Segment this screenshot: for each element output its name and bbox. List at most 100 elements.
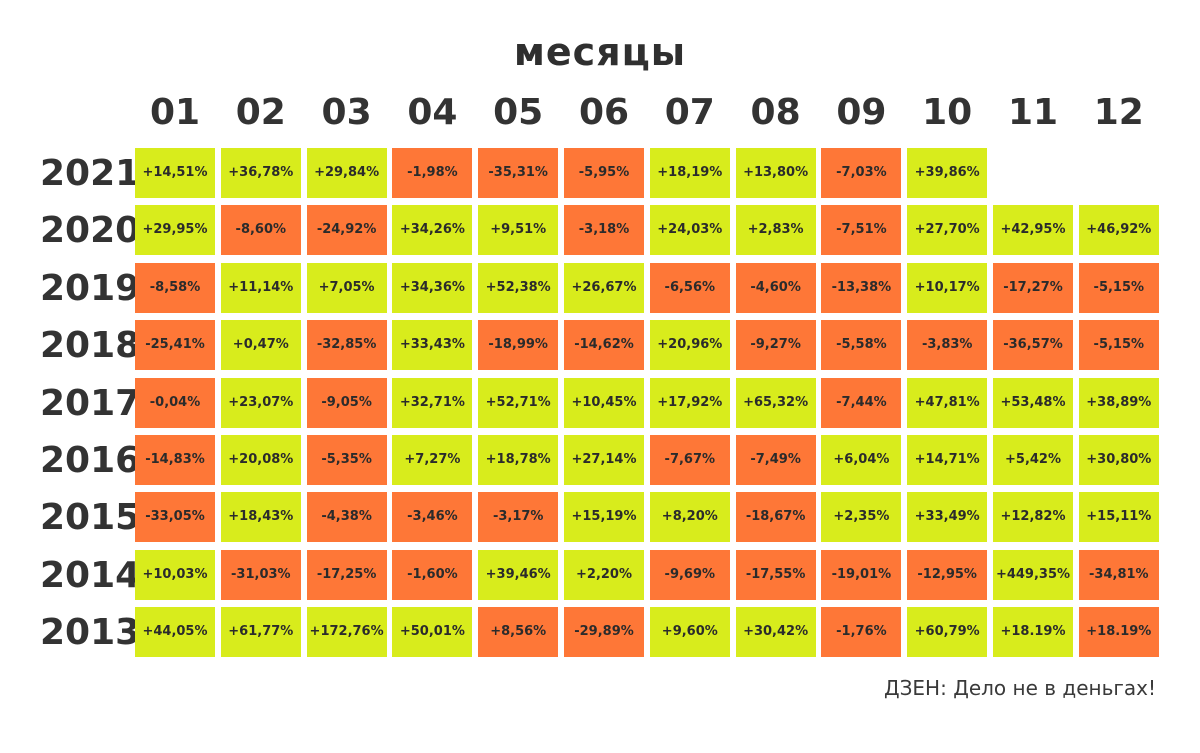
row-label-2016: 2016 [40,440,141,481]
cell-2020-02: -8,60% [220,205,301,256]
cell-2018-10: -3,83% [907,320,988,371]
cell-2015-11: +12,82% [993,492,1073,543]
cell-2015-04: -3,46% [392,492,473,543]
cell-2018-03: -32,85% [306,320,387,371]
cell-2019-02: +11,14% [220,262,301,313]
cell-2015-09: +2,35% [821,492,902,543]
cell-2018-11: -36,57% [993,320,1073,371]
cell-2017-09: -7,44% [821,377,902,428]
cell-2014-12: -34,81% [1078,549,1159,600]
cell-2021-01: +14,51% [135,148,215,198]
row-label-2013: 2013 [40,612,141,654]
cell-2019-08: -4,60% [735,262,816,313]
cell-2018-04: +33,43% [392,320,473,371]
cell-2013-12: +18.19% [1078,607,1159,658]
cell-2019-09: -13,38% [821,262,902,313]
cell-2021-03: +29,84% [306,148,387,198]
cell-2020-11: +42,95% [993,205,1073,256]
cell-2017-02: +23,07% [220,377,301,428]
cell-2013-07: +9,60% [649,607,730,658]
cell-2017-05: +52,71% [478,377,559,428]
column-label-04: 04 [407,92,458,133]
row-label-2014: 2014 [40,554,141,596]
cell-2020-12: +46,92% [1078,205,1159,256]
cell-2021-04: -1,98% [392,148,473,198]
cell-2016-10: +14,71% [907,435,988,485]
cell-2018-12: -5,15% [1078,320,1159,371]
cell-2018-08: -9,27% [735,320,816,371]
cell-2017-04: +32,71% [392,377,473,428]
cell-2013-09: -1,76% [821,607,902,658]
cell-2018-05: -18,99% [478,320,559,371]
cell-2021-07: +18,19% [649,148,730,198]
cell-2017-08: +65,32% [735,377,816,428]
cell-2014-07: -9,69% [649,549,730,600]
cell-2020-06: -3,18% [564,205,644,256]
cell-2020-04: +34,26% [392,205,473,256]
cell-2020-08: +2,83% [735,205,816,256]
column-label-06: 06 [578,92,630,133]
cell-2015-03: -4,38% [306,492,387,543]
cell-2020-09: -7,51% [821,205,902,256]
cell-2016-07: -7,67% [649,435,730,485]
cell-2019-07: -6,56% [649,262,730,313]
cell-2014-09: -19,01% [821,549,902,600]
cell-2021-06: -5,95% [564,148,644,198]
cell-2013-01: +44,05% [135,607,215,658]
cell-2019-03: +7,05% [306,262,387,313]
cell-2013-04: +50,01% [392,607,473,658]
cell-2014-01: +10,03% [135,549,215,600]
row-label-2018: 2018 [40,325,141,367]
cell-2013-06: -29,89% [564,607,644,658]
cell-2021-02: +36,78% [220,148,301,198]
cell-2017-06: +10,45% [564,377,644,428]
cell-2014-05: +39,46% [478,549,559,600]
column-label-11: 11 [1007,92,1059,133]
cell-2018-06: -14,62% [564,320,644,371]
cell-2014-04: -1,60% [392,549,473,600]
cell-2019-10: +10,17% [907,262,988,313]
cell-2013-10: +60,79% [907,607,988,658]
cell-2018-02: +0,47% [220,320,301,371]
cell-2018-07: +20,96% [649,320,730,371]
cell-2016-06: +27,14% [564,435,644,485]
cell-2015-02: +18,43% [220,492,301,543]
cell-2013-05: +8,56% [478,607,559,658]
cell-2020-05: +9,51% [478,205,559,256]
cell-2020-07: +24,03% [649,205,730,256]
cell-2014-06: +2,20% [564,549,644,600]
row-label-2019: 2019 [40,267,141,309]
cell-2019-06: +26,67% [564,262,644,313]
column-label-09: 09 [836,92,887,133]
cell-2013-03: +172,76% [306,607,387,658]
cell-2016-09: +6,04% [821,435,902,485]
cell-2016-05: +18,78% [478,435,559,485]
cell-2018-09: -5,58% [821,320,902,371]
cell-2014-08: -17,55% [735,549,816,600]
footer-credit: ДЗЕН: Дело не в деньгах! [883,676,1156,700]
cell-2015-07: +8,20% [649,492,730,543]
cell-2021-10: +39,86% [907,148,988,198]
column-label-10: 10 [922,92,973,133]
cell-2013-02: +61,77% [220,607,301,658]
cell-2014-10: -12,95% [907,549,988,600]
cell-2019-11: -17,27% [993,262,1073,313]
cell-2014-02: -31,03% [220,549,301,600]
row-label-2020: 2020 [40,210,141,252]
cell-2016-08: -7,49% [735,435,816,485]
cell-2017-07: +17,92% [649,377,730,428]
cell-2016-01: -14,83% [135,435,215,485]
column-label-02: 02 [235,92,286,133]
cell-2019-04: +34,36% [392,262,473,313]
cell-2014-11: +449,35% [993,549,1073,600]
cell-2020-01: +29,95% [135,205,215,256]
cell-2017-03: -9,05% [306,377,387,428]
cell-2016-02: +20,08% [220,435,301,485]
cell-2018-01: -25,41% [135,320,215,371]
cell-2013-08: +30,42% [735,607,816,658]
cell-2019-01: -8,58% [135,262,215,313]
cell-2017-01: -0,04% [135,377,215,428]
cell-2016-11: +5,42% [993,435,1073,485]
column-label-08: 08 [750,92,801,133]
